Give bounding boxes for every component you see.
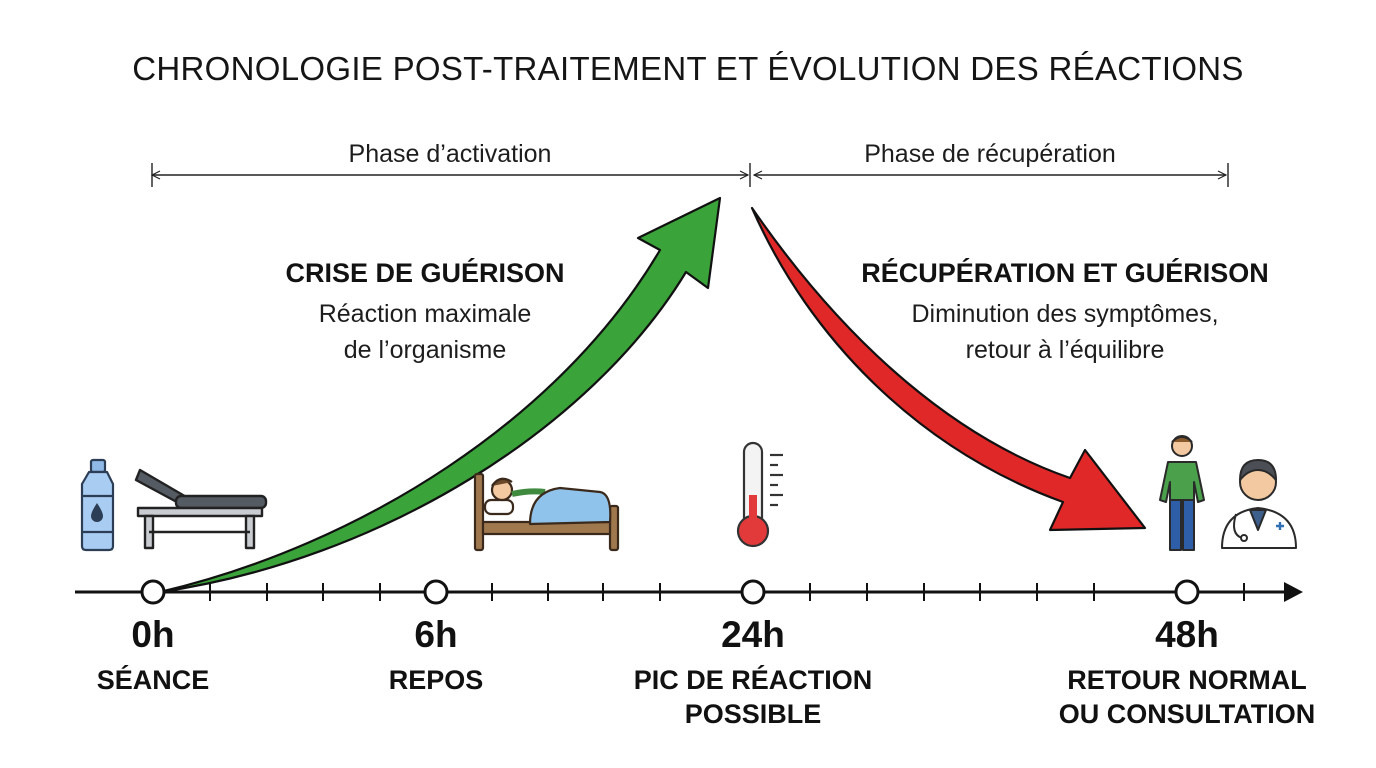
water-bottle-icon <box>80 458 115 552</box>
milestone-marker-24h <box>740 579 766 605</box>
rise-line-2: de l’organisme <box>343 336 507 364</box>
healthy-person-icon <box>1159 435 1205 551</box>
phase-activation-bracket <box>152 163 751 187</box>
milestone-label-48h: RETOUR NORMAL <box>1067 665 1307 695</box>
thermometer-icon <box>736 441 783 548</box>
milestone-time-48h: 48h <box>1155 614 1219 655</box>
diagram-title: CHRONOLOGIE POST-TRAITEMENT ET ÉVOLUTION… <box>132 50 1244 87</box>
milestone-marker-48h <box>1174 579 1200 605</box>
treatment-table-icon <box>134 468 268 550</box>
milestone-time-24h: 24h <box>721 614 785 655</box>
milestone-time-0h: 0h <box>131 614 175 655</box>
milestone-label-6h: REPOS <box>388 665 484 695</box>
milestone-label-24h-line2: POSSIBLE <box>684 699 822 729</box>
rise-line-1: Réaction maximale <box>318 300 532 328</box>
milestone-label-0h: SÉANCE <box>96 665 210 695</box>
milestone-time-6h: 6h <box>414 614 458 655</box>
milestone-marker-0h <box>140 579 166 605</box>
rising-activation-arrow <box>158 196 722 594</box>
falling-recovery-arrow <box>750 206 1147 532</box>
fall-line-2: retour à l’équilibre <box>965 336 1165 364</box>
milestone-label-48h-line2: OU CONSULTATION <box>1058 699 1316 729</box>
rise-heading: CRISE DE GUÉRISON <box>285 258 565 288</box>
doctor-icon <box>1221 459 1297 549</box>
phase-recovery-label: Phase de récupération <box>864 140 1116 168</box>
timeline-axis <box>75 579 1303 605</box>
fall-heading: RÉCUPÉRATION ET GUÉRISON <box>861 258 1269 288</box>
fall-line-1: Diminution des symptômes, <box>911 300 1219 328</box>
milestone-marker-6h <box>423 579 449 605</box>
timeline-ticks <box>209 583 1245 601</box>
milestone-label-24h: PIC DE RÉACTION <box>633 665 873 695</box>
phase-recovery-bracket <box>754 163 1229 187</box>
phase-activation-label: Phase d’activation <box>348 140 552 168</box>
bed-rest-icon <box>473 472 620 552</box>
